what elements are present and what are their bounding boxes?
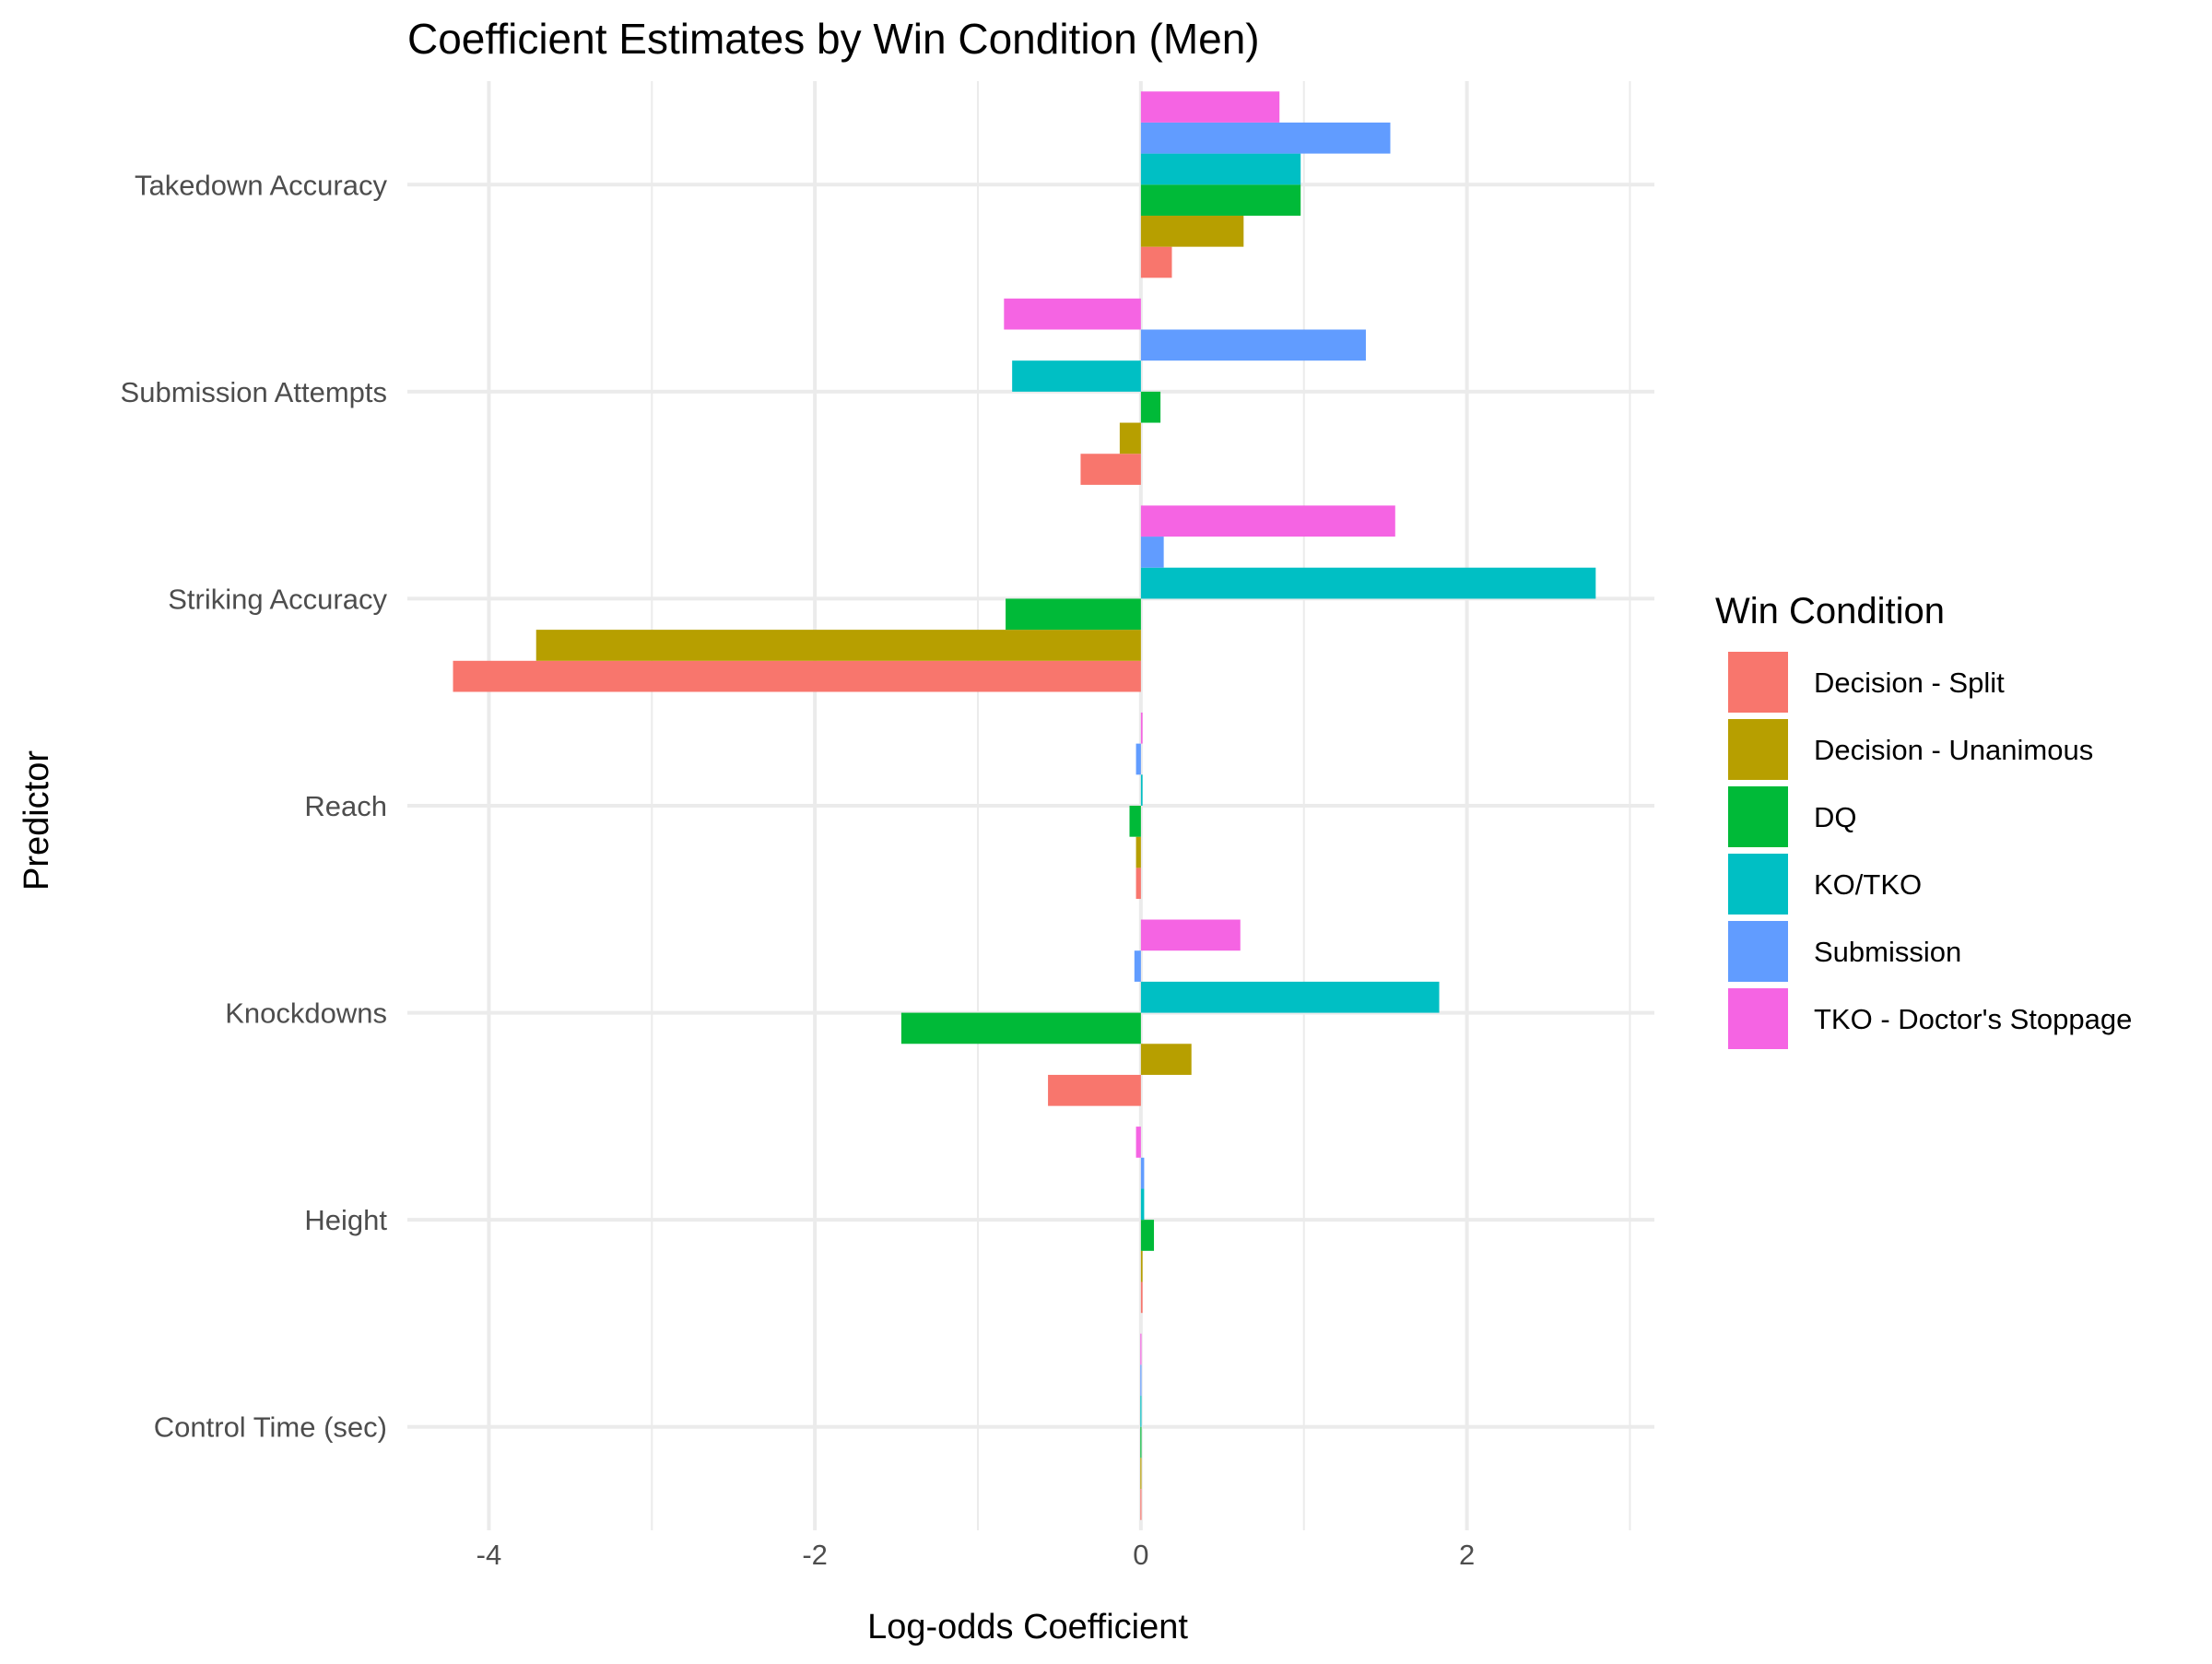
bar <box>1004 298 1141 330</box>
bar <box>1140 122 1391 154</box>
y-tick-label: Control Time (sec) <box>154 1411 387 1444</box>
bar <box>1140 1281 1143 1314</box>
bar <box>1140 1157 1145 1189</box>
bar <box>1012 360 1141 392</box>
bar <box>1140 1489 1142 1520</box>
bar <box>1134 950 1141 982</box>
y-axis-label: Predictor <box>18 750 56 891</box>
bar <box>1140 1250 1143 1282</box>
bar <box>1140 505 1395 537</box>
bar <box>1140 712 1143 744</box>
bar <box>1140 246 1172 278</box>
legend-title: Win Condition <box>1715 591 1945 631</box>
bar <box>1140 1457 1142 1490</box>
bar <box>1140 91 1280 123</box>
bar <box>535 630 1141 661</box>
legend-label: DQ <box>1814 801 1857 833</box>
bar <box>1140 1044 1192 1075</box>
y-tick-label: Takedown Accuracy <box>135 169 387 201</box>
bar <box>1135 743 1141 775</box>
bar <box>1140 537 1164 568</box>
bar <box>1140 391 1161 423</box>
y-tick-label: Submission Attempts <box>121 376 387 408</box>
bar-layer <box>453 91 1596 1520</box>
bar <box>1080 454 1141 485</box>
legend-label: Submission <box>1814 936 1961 968</box>
bar <box>1135 836 1141 868</box>
axis-layer: Coefficient Estimates by Win Condition (… <box>18 15 1475 1646</box>
legend-label: Decision - Unanimous <box>1814 734 2093 766</box>
bar <box>1135 1127 1141 1158</box>
x-tick-label: -4 <box>477 1539 502 1571</box>
bar <box>1140 1364 1142 1397</box>
legend-swatch <box>1728 786 1788 847</box>
y-tick-label: Height <box>304 1204 387 1236</box>
legend-label: Decision - Split <box>1814 667 2005 699</box>
bar <box>1048 1074 1141 1106</box>
x-tick-label: 2 <box>1459 1539 1475 1571</box>
bar <box>1140 329 1366 361</box>
legend-label: TKO - Doctor's Stoppage <box>1814 1003 2132 1035</box>
bar <box>1140 567 1596 599</box>
y-tick-label: Striking Accuracy <box>168 583 387 615</box>
y-tick-label: Knockdowns <box>225 997 387 1030</box>
legend: Win Condition Decision - Split Decision -… <box>1715 591 2132 1049</box>
legend-swatch <box>1728 719 1788 780</box>
x-tick-label: -2 <box>802 1539 828 1571</box>
chart-title: Coefficient Estimates by Win Condition (… <box>407 15 1260 63</box>
y-tick-label: Reach <box>304 790 387 822</box>
x-tick-label: 0 <box>1133 1539 1148 1571</box>
legend-swatch <box>1728 988 1788 1049</box>
bar <box>1140 981 1440 1013</box>
bar <box>1135 867 1141 900</box>
bar <box>1140 1188 1145 1221</box>
bar <box>1129 806 1141 837</box>
bar <box>1140 1333 1142 1365</box>
bar <box>900 1012 1141 1044</box>
bar <box>1140 1220 1155 1251</box>
bar <box>1140 919 1241 951</box>
bar <box>1140 1426 1142 1458</box>
bar <box>1140 1396 1142 1427</box>
bar <box>1006 598 1141 631</box>
x-axis-label: Log-odds Coefficient <box>867 1608 1188 1646</box>
legend-label: KO/TKO <box>1814 868 1922 901</box>
bar <box>1119 422 1141 454</box>
bar <box>1140 215 1244 247</box>
bar <box>1140 774 1143 806</box>
bar <box>453 660 1141 692</box>
bar <box>1140 184 1301 216</box>
legend-swatch <box>1728 921 1788 982</box>
legend-swatch <box>1728 854 1788 915</box>
legend-swatch <box>1728 652 1788 713</box>
bar <box>1140 153 1301 185</box>
